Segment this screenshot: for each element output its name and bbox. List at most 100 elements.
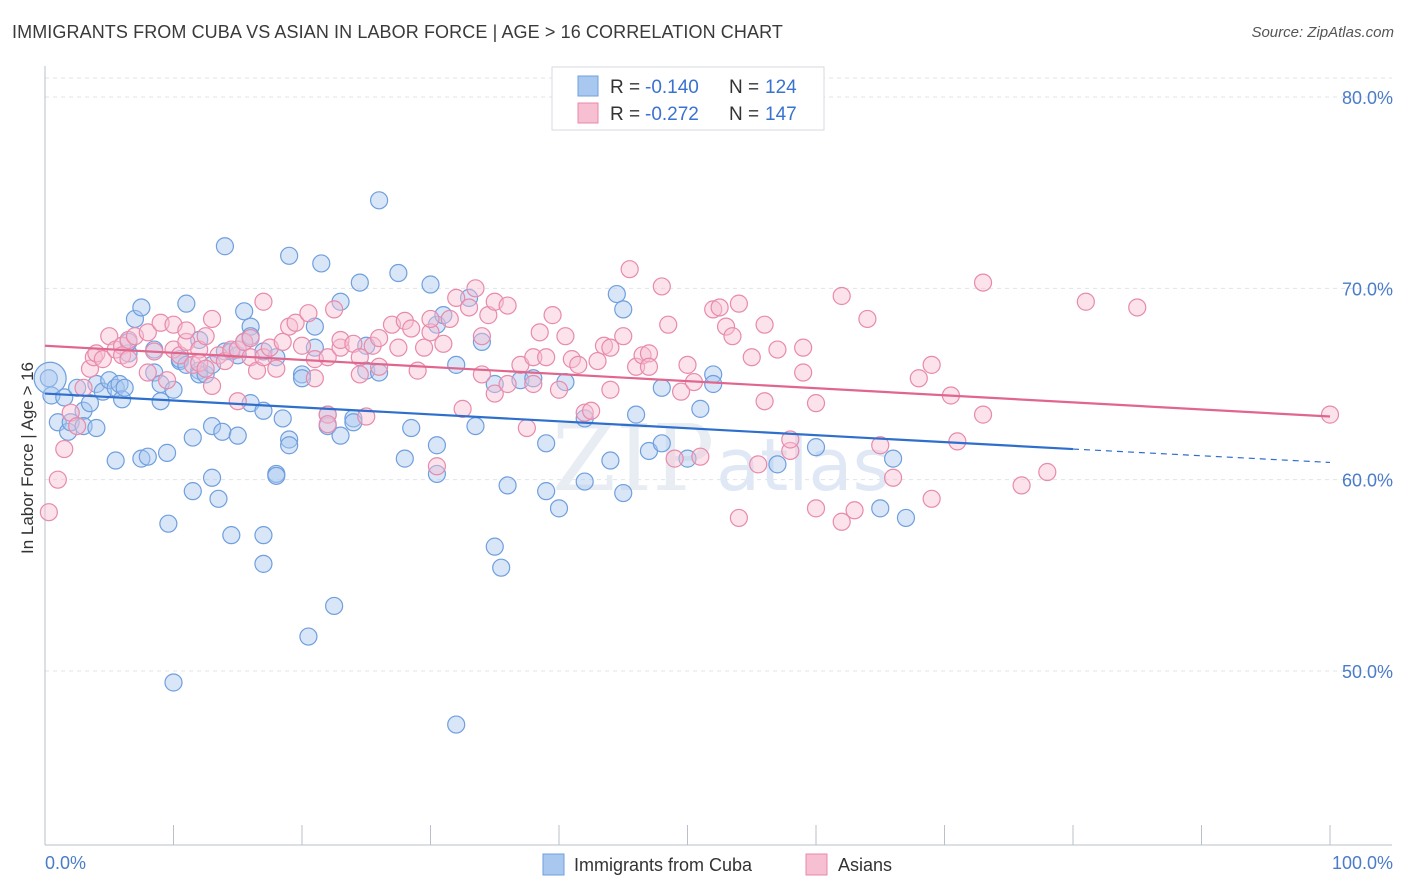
asians-point xyxy=(408,361,427,380)
legend-n-value-1: 124 xyxy=(765,77,797,98)
series-asians xyxy=(39,260,1340,531)
asians-point xyxy=(832,286,851,306)
series-immigrants-from-cuba xyxy=(33,191,916,734)
cuba-point xyxy=(652,378,671,397)
cuba-point xyxy=(402,418,421,438)
cuba-point xyxy=(87,418,106,438)
asians-point xyxy=(845,501,864,520)
asians-point xyxy=(704,300,723,319)
cuba-point xyxy=(325,596,344,616)
legend-n-label-2: N = xyxy=(729,104,759,125)
asians-point xyxy=(196,327,215,346)
asians-point xyxy=(729,508,749,528)
y-tick-label: 50.0% xyxy=(1342,662,1393,682)
asians-point xyxy=(74,378,93,397)
cuba-point xyxy=(280,246,299,265)
asians-point xyxy=(68,416,87,436)
asians-point xyxy=(594,336,614,355)
cuba-point xyxy=(524,369,543,388)
legend-item-asians: Asians xyxy=(838,855,892,875)
asians-point xyxy=(922,489,941,508)
cuba-point xyxy=(132,449,151,468)
cuba-point xyxy=(132,298,151,317)
cuba-point xyxy=(485,374,504,394)
asians-point xyxy=(241,328,260,348)
asians-point xyxy=(485,384,504,403)
asians-point xyxy=(659,315,678,334)
cuba-point xyxy=(485,537,504,556)
asians-point xyxy=(755,392,774,411)
chart-title: IMMIGRANTS FROM CUBA VS ASIAN IN LABOR F… xyxy=(12,22,783,42)
asians-point xyxy=(318,415,337,434)
asians-point xyxy=(292,336,312,355)
cuba-point xyxy=(427,464,447,484)
cuba-point xyxy=(447,715,466,734)
asians-point xyxy=(582,401,601,420)
cuba-point xyxy=(157,443,177,462)
asians-point xyxy=(601,338,620,357)
legend-swatch-pink xyxy=(577,102,599,124)
asians-point xyxy=(421,323,440,342)
cuba-point xyxy=(421,275,440,294)
cuba-point xyxy=(389,263,408,283)
asians-point xyxy=(639,344,659,363)
cuba-point xyxy=(537,482,556,501)
y-tick-label: 80.0% xyxy=(1342,88,1393,108)
cuba-point xyxy=(280,436,299,455)
asians-point xyxy=(325,300,344,319)
asians-point xyxy=(414,338,434,357)
cuba-point xyxy=(280,430,299,449)
cuba-point xyxy=(601,451,620,470)
cuba-point xyxy=(164,380,183,399)
asians-point xyxy=(39,503,58,522)
cuba-point xyxy=(273,409,292,428)
cuba-point xyxy=(106,451,125,470)
asians-point xyxy=(447,288,466,307)
cuba-point xyxy=(267,466,286,485)
asians-point xyxy=(434,334,453,353)
asians-point xyxy=(806,499,826,518)
asians-point xyxy=(633,346,652,365)
asians-point xyxy=(755,315,774,334)
asians-point xyxy=(1012,476,1031,495)
cuba-point xyxy=(549,499,569,518)
asians-point xyxy=(299,304,318,323)
trend-line-asians xyxy=(44,344,1331,418)
cuba-point xyxy=(159,514,178,533)
asians-point xyxy=(93,350,112,369)
cuba-point xyxy=(652,434,671,453)
cuba-point xyxy=(350,273,369,292)
cuba-point xyxy=(299,627,318,646)
cuba-point xyxy=(768,455,787,474)
asians-point xyxy=(671,382,691,401)
asians-point xyxy=(48,470,67,489)
source-credit: Source: ZipAtlas.com xyxy=(1251,24,1394,41)
cuba-point xyxy=(215,237,234,256)
asians-point xyxy=(530,323,549,342)
asians-point xyxy=(652,277,671,296)
cuba-point xyxy=(691,399,710,418)
asians-point xyxy=(472,327,491,346)
asians-point xyxy=(749,455,768,474)
asians-point xyxy=(716,317,736,336)
asians-point xyxy=(614,327,633,346)
cuba-point xyxy=(115,378,134,397)
asians-point xyxy=(626,357,646,376)
cuba-point xyxy=(626,405,646,424)
asians-point xyxy=(459,298,479,317)
asians-point xyxy=(466,279,485,298)
asians-point xyxy=(639,357,659,376)
legend-r-label-1: R = xyxy=(610,77,640,98)
asians-point xyxy=(1320,405,1340,424)
asians-point xyxy=(517,418,536,438)
asians-point xyxy=(389,338,408,357)
legend-r-label-2: R = xyxy=(610,104,640,125)
cuba-point xyxy=(575,472,594,491)
cuba-point xyxy=(183,428,202,447)
y-axis-title: In Labor Force | Age > 16 xyxy=(18,362,37,554)
asians-point xyxy=(1128,298,1147,317)
asians-point xyxy=(498,374,517,394)
cuba-point xyxy=(607,284,626,304)
cuba-point-large xyxy=(33,361,67,395)
